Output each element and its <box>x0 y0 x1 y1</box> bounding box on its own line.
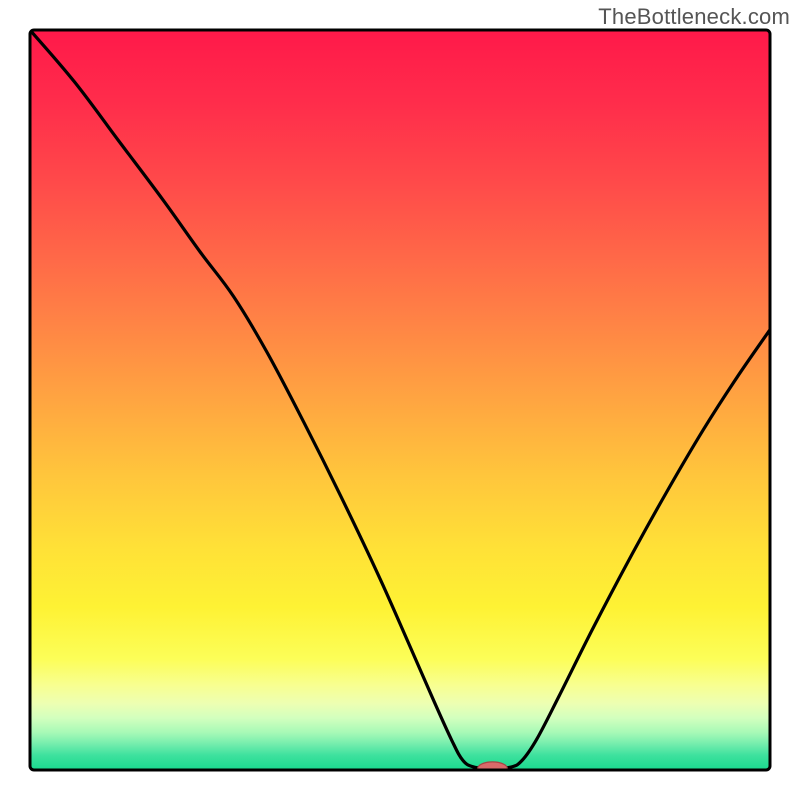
bottleneck-chart <box>0 0 800 800</box>
gradient-background <box>30 30 770 770</box>
watermark-text: TheBottleneck.com <box>598 4 790 30</box>
